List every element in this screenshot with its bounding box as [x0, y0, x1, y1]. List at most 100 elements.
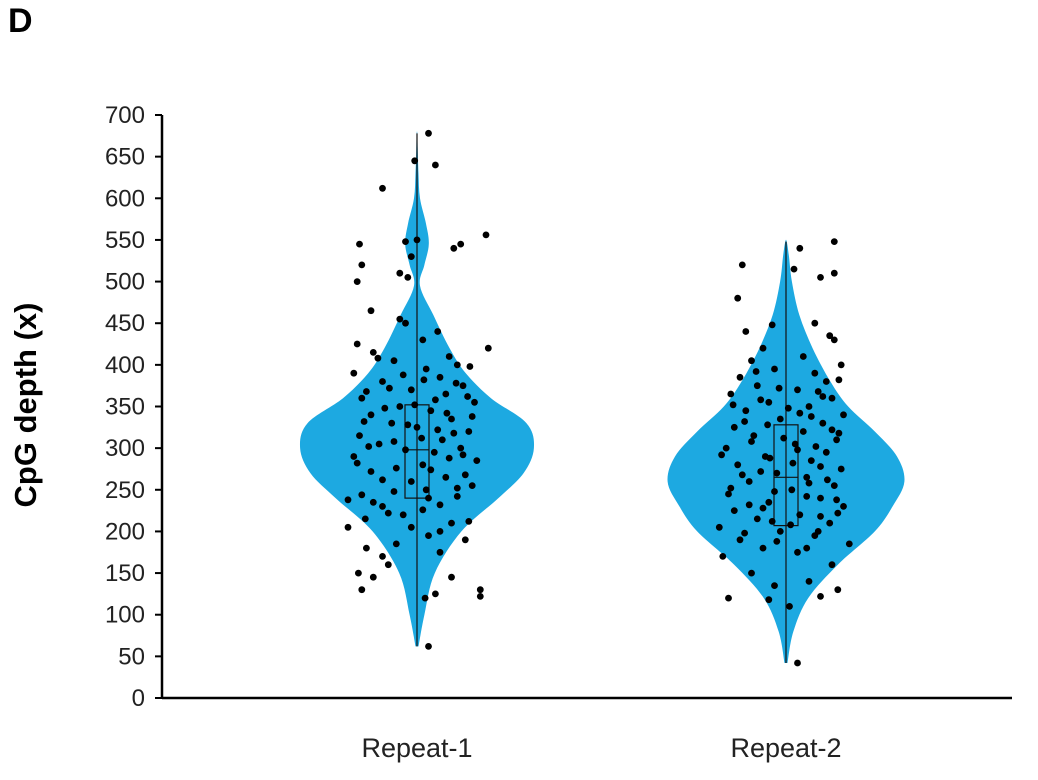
data-point [390, 488, 398, 495]
data-point [824, 476, 831, 484]
data-point [725, 490, 732, 498]
data-point [421, 594, 429, 602]
data-point [775, 384, 783, 392]
data-point [476, 593, 484, 600]
data-point [766, 454, 774, 462]
data-point [736, 373, 744, 381]
data-point [788, 486, 796, 494]
y-tick-label: 500 [105, 269, 145, 296]
data-point [833, 436, 840, 444]
data-point [358, 261, 366, 269]
data-point [814, 388, 822, 395]
points-layer [344, 129, 853, 667]
y-tick-label: 150 [105, 560, 145, 587]
y-tick-label: 250 [105, 477, 145, 504]
data-point [476, 586, 484, 594]
data-point [822, 448, 830, 456]
data-point [367, 468, 375, 475]
data-point [799, 353, 807, 360]
panel-label: D [8, 2, 33, 40]
data-point [794, 446, 801, 454]
data-point [817, 274, 824, 281]
data-point [750, 432, 758, 439]
data-point [445, 454, 453, 462]
data-point [745, 501, 753, 509]
data-point [358, 491, 366, 499]
data-point [830, 336, 838, 344]
data-point [757, 396, 765, 404]
data-point [482, 231, 490, 239]
y-tick-label: 300 [105, 435, 145, 462]
data-point [464, 393, 471, 400]
data-point [805, 403, 813, 410]
data-point [413, 236, 421, 244]
data-point [748, 357, 755, 365]
data-point [765, 498, 773, 506]
data-point [369, 573, 377, 581]
data-point [736, 536, 744, 544]
data-point [369, 349, 377, 356]
data-point [457, 444, 465, 452]
data-point [388, 419, 396, 427]
data-point [350, 369, 358, 377]
data-point [445, 353, 453, 360]
data-point [363, 544, 370, 552]
box-iqr [773, 424, 799, 527]
data-point [745, 478, 753, 485]
data-point [453, 361, 461, 369]
data-point [803, 544, 811, 552]
data-point [791, 440, 799, 448]
data-point [814, 528, 822, 535]
data-point [822, 378, 830, 385]
y-tick-label: 100 [105, 602, 145, 629]
data-point [386, 384, 393, 392]
y-tick-label: 600 [105, 185, 145, 212]
data-point [773, 469, 781, 477]
data-point [840, 411, 847, 419]
data-point [448, 415, 455, 423]
data-point [365, 443, 373, 450]
data-point [742, 328, 750, 335]
data-point [425, 494, 432, 502]
data-point [461, 471, 469, 479]
data-point [715, 523, 723, 531]
data-point [422, 486, 430, 494]
violins-layer [299, 131, 905, 663]
data-point [468, 413, 476, 420]
data-point [413, 423, 421, 431]
data-point [392, 464, 400, 472]
data-point [390, 357, 398, 365]
data-point [734, 294, 742, 302]
data-point [419, 336, 427, 344]
data-point [419, 461, 427, 469]
data-point [432, 161, 439, 169]
data-point [828, 394, 836, 402]
data-point [807, 457, 815, 464]
data-point [438, 436, 446, 444]
data-point [353, 278, 361, 285]
data-point [786, 603, 793, 610]
data-point [384, 561, 392, 569]
data-point [790, 265, 798, 273]
data-point [734, 461, 742, 469]
data-point [730, 423, 738, 431]
data-point [418, 434, 425, 442]
y-tick-label: 450 [105, 310, 145, 337]
data-point [384, 509, 392, 517]
data-point [817, 593, 824, 600]
data-point [396, 269, 404, 277]
data-point [811, 369, 819, 377]
data-point [794, 386, 801, 394]
data-point [799, 428, 807, 435]
data-point [404, 274, 412, 281]
data-point [765, 596, 773, 604]
data-point [741, 418, 748, 425]
data-point [752, 368, 760, 375]
data-point [358, 394, 366, 402]
data-point [379, 184, 386, 192]
data-point [396, 403, 404, 410]
data-point [432, 590, 439, 598]
data-point [392, 540, 400, 548]
data-point [780, 434, 788, 442]
data-point [358, 586, 366, 594]
